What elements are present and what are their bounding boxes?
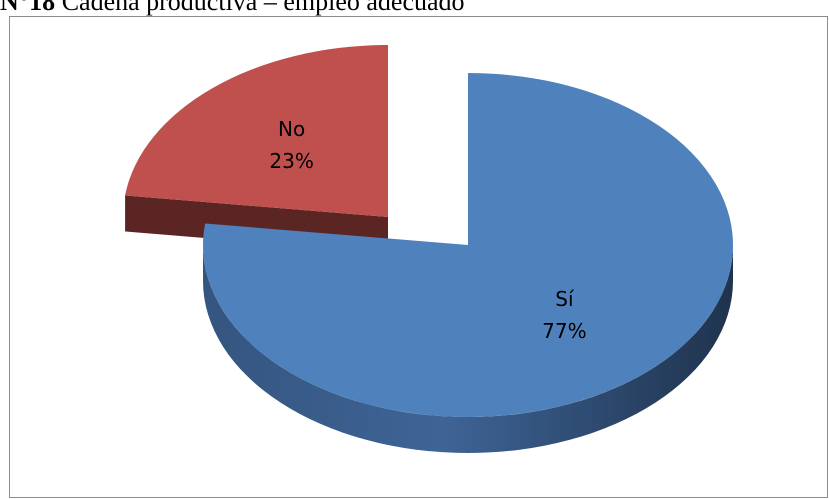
pie-slice-si bbox=[203, 73, 734, 453]
slice-label-percent-si: 77% bbox=[542, 319, 586, 343]
slice-label-category-si: Sí bbox=[555, 287, 575, 311]
pie-slice-no bbox=[125, 45, 389, 253]
slice-label-category-no: No bbox=[278, 117, 305, 141]
slice-label-percent-no: 23% bbox=[269, 149, 313, 173]
figure-caption: Cadena productiva – empleo adecuado bbox=[61, 0, 465, 16]
figure-title: N°18 Cadena productiva – empleo adecuado bbox=[0, 0, 465, 17]
figure-number: N°18 bbox=[0, 0, 56, 16]
